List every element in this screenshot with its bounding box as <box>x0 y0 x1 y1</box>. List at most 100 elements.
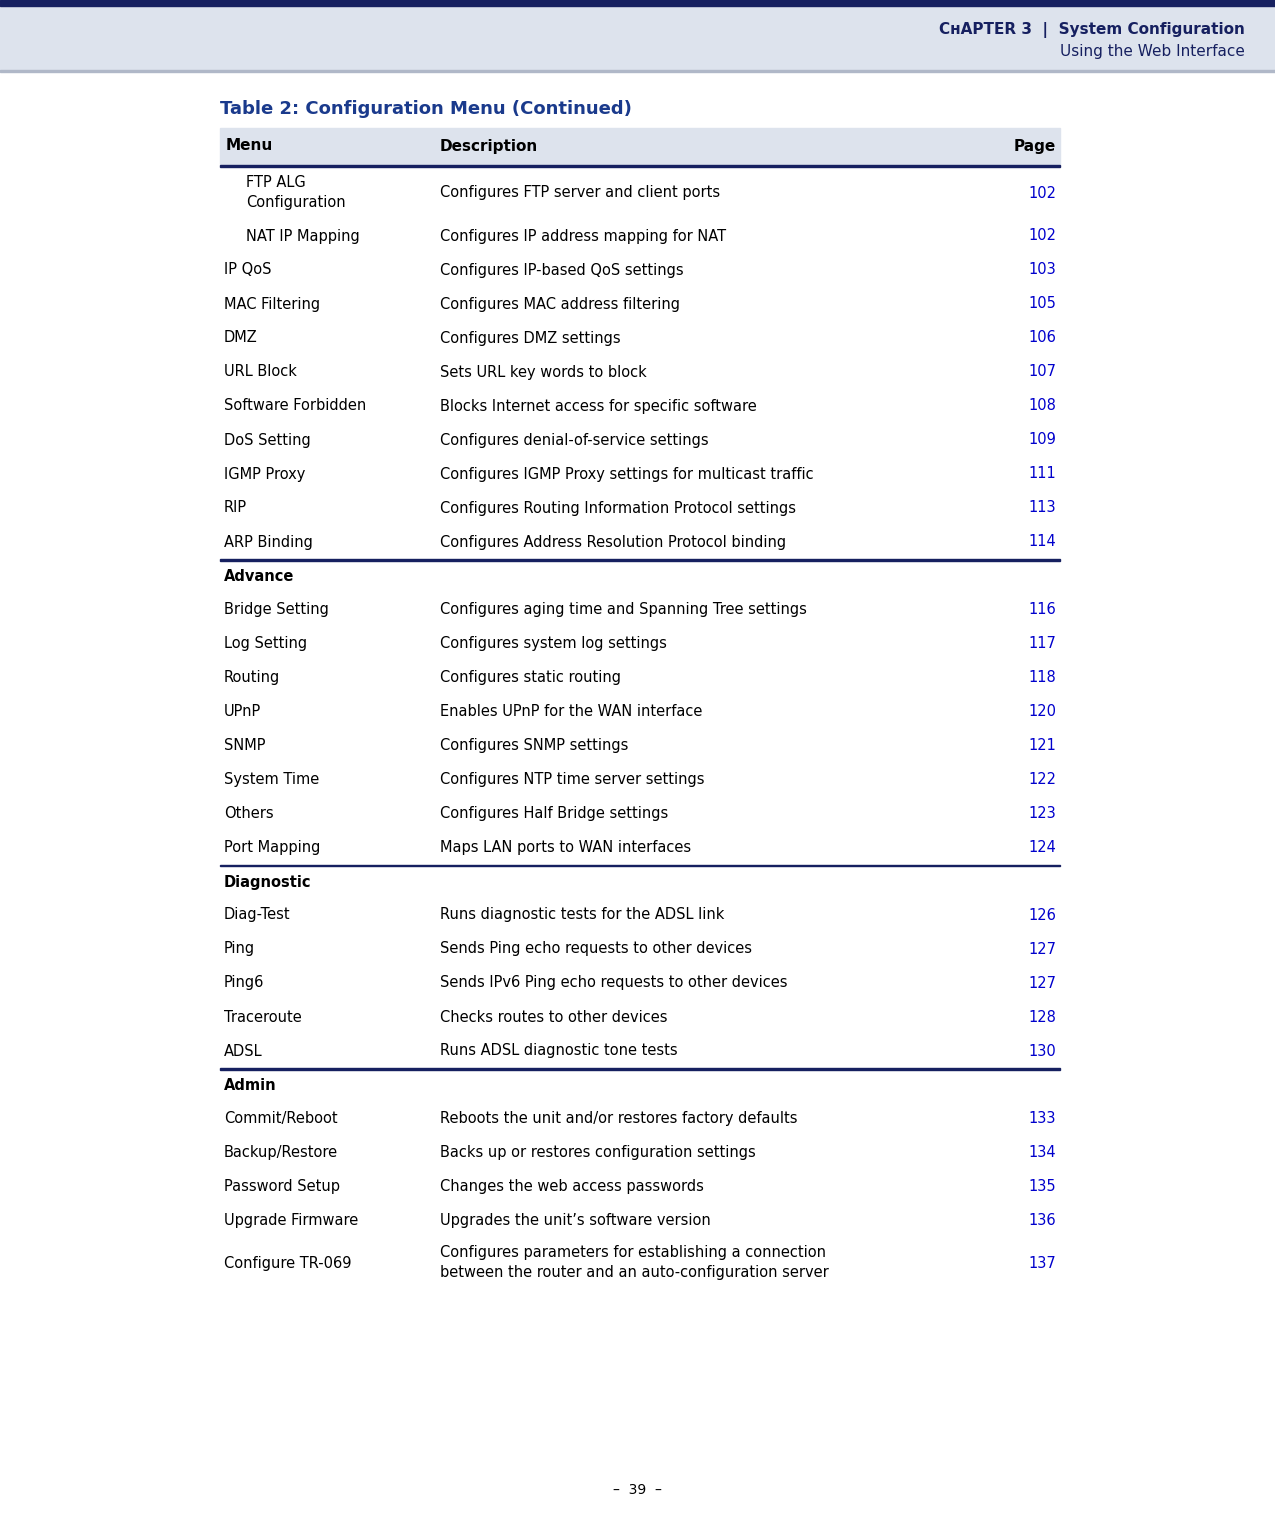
Text: 123: 123 <box>1028 806 1056 821</box>
Text: Others: Others <box>224 806 274 821</box>
Text: 117: 117 <box>1028 636 1056 651</box>
Text: Sends IPv6 Ping echo requests to other devices: Sends IPv6 Ping echo requests to other d… <box>440 976 788 991</box>
Text: Configures NTP time server settings: Configures NTP time server settings <box>440 772 705 787</box>
Text: Page: Page <box>1014 138 1056 153</box>
Text: Configures Address Resolution Protocol binding: Configures Address Resolution Protocol b… <box>440 535 787 550</box>
Text: Description: Description <box>440 138 538 153</box>
Text: 137: 137 <box>1028 1256 1056 1272</box>
Text: 127: 127 <box>1028 976 1056 991</box>
Text: Backs up or restores configuration settings: Backs up or restores configuration setti… <box>440 1144 756 1160</box>
Text: Diagnostic: Diagnostic <box>224 875 311 890</box>
Text: DoS Setting: DoS Setting <box>224 432 311 447</box>
Text: 124: 124 <box>1028 840 1056 855</box>
Text: Ping6: Ping6 <box>224 976 264 991</box>
Text: Software Forbidden: Software Forbidden <box>224 398 366 414</box>
Text: 133: 133 <box>1029 1111 1056 1126</box>
Text: 128: 128 <box>1028 1010 1056 1025</box>
Text: Configures system log settings: Configures system log settings <box>440 636 667 651</box>
Text: Table 2: Configuration Menu (Continued): Table 2: Configuration Menu (Continued) <box>221 100 632 118</box>
Text: 109: 109 <box>1028 432 1056 447</box>
Text: 130: 130 <box>1028 1043 1056 1059</box>
Text: 126: 126 <box>1028 907 1056 922</box>
Text: Admin: Admin <box>224 1079 277 1092</box>
Text: NAT IP Mapping: NAT IP Mapping <box>246 228 360 244</box>
Text: 103: 103 <box>1028 262 1056 277</box>
Text: Configures IGMP Proxy settings for multicast traffic: Configures IGMP Proxy settings for multi… <box>440 467 813 481</box>
Text: Sends Ping echo requests to other devices: Sends Ping echo requests to other device… <box>440 942 752 956</box>
Text: Runs ADSL diagnostic tone tests: Runs ADSL diagnostic tone tests <box>440 1043 677 1059</box>
Text: IGMP Proxy: IGMP Proxy <box>224 467 306 481</box>
Text: Bridge Setting: Bridge Setting <box>224 602 329 617</box>
Text: 111: 111 <box>1028 467 1056 481</box>
Text: FTP ALG
Configuration: FTP ALG Configuration <box>246 175 346 210</box>
Text: Configures parameters for establishing a connection
between the router and an au: Configures parameters for establishing a… <box>440 1246 829 1281</box>
Text: 127: 127 <box>1028 942 1056 956</box>
Text: MAC Filtering: MAC Filtering <box>224 297 320 311</box>
Text: Log Setting: Log Setting <box>224 636 307 651</box>
Text: Commit/Reboot: Commit/Reboot <box>224 1111 338 1126</box>
Text: Checks routes to other devices: Checks routes to other devices <box>440 1010 668 1025</box>
Text: Reboots the unit and/or restores factory defaults: Reboots the unit and/or restores factory… <box>440 1111 797 1126</box>
Text: 120: 120 <box>1028 705 1056 719</box>
Text: Backup/Restore: Backup/Restore <box>224 1144 338 1160</box>
Text: 108: 108 <box>1028 398 1056 414</box>
Text: 135: 135 <box>1029 1180 1056 1193</box>
Text: Password Setup: Password Setup <box>224 1180 340 1193</box>
Text: URL Block: URL Block <box>224 365 297 380</box>
Text: Configures FTP server and client ports: Configures FTP server and client ports <box>440 185 720 201</box>
Bar <box>221 165 1060 167</box>
Text: Configures aging time and Spanning Tree settings: Configures aging time and Spanning Tree … <box>440 602 807 617</box>
Text: 118: 118 <box>1028 669 1056 685</box>
Text: 136: 136 <box>1029 1213 1056 1229</box>
Text: Configures denial-of-service settings: Configures denial-of-service settings <box>440 432 709 447</box>
Bar <box>0 0 1275 70</box>
Text: ARP Binding: ARP Binding <box>224 535 312 550</box>
Text: 106: 106 <box>1028 331 1056 346</box>
Text: 113: 113 <box>1029 501 1056 515</box>
Text: System Time: System Time <box>224 772 319 787</box>
Text: UPnP: UPnP <box>224 705 261 719</box>
Text: Runs diagnostic tests for the ADSL link: Runs diagnostic tests for the ADSL link <box>440 907 724 922</box>
Text: Configures IP address mapping for NAT: Configures IP address mapping for NAT <box>440 228 727 244</box>
Text: Configures DMZ settings: Configures DMZ settings <box>440 331 621 346</box>
Text: Using the Web Interface: Using the Web Interface <box>1060 44 1244 60</box>
Text: 107: 107 <box>1028 365 1056 380</box>
Text: 102: 102 <box>1028 185 1056 201</box>
Text: Advance: Advance <box>224 568 295 584</box>
Text: IP QoS: IP QoS <box>224 262 272 277</box>
Text: Configures IP-based QoS settings: Configures IP-based QoS settings <box>440 262 683 277</box>
Bar <box>0 0 1275 6</box>
Text: Changes the web access passwords: Changes the web access passwords <box>440 1180 704 1193</box>
Text: Configures static routing: Configures static routing <box>440 669 621 685</box>
Text: Maps LAN ports to WAN interfaces: Maps LAN ports to WAN interfaces <box>440 840 691 855</box>
Text: 105: 105 <box>1028 297 1056 311</box>
Text: Configures Half Bridge settings: Configures Half Bridge settings <box>440 806 668 821</box>
Text: Menu: Menu <box>226 138 273 153</box>
Text: Sets URL key words to block: Sets URL key words to block <box>440 365 646 380</box>
Text: Configures MAC address filtering: Configures MAC address filtering <box>440 297 680 311</box>
Text: Routing: Routing <box>224 669 280 685</box>
Text: Upgrades the unit’s software version: Upgrades the unit’s software version <box>440 1213 710 1229</box>
Text: 102: 102 <box>1028 228 1056 244</box>
Text: Upgrade Firmware: Upgrade Firmware <box>224 1213 358 1229</box>
Text: ADSL: ADSL <box>224 1043 263 1059</box>
Text: SNMP: SNMP <box>224 738 265 754</box>
Text: Port Mapping: Port Mapping <box>224 840 320 855</box>
Text: Configures SNMP settings: Configures SNMP settings <box>440 738 629 754</box>
Text: 134: 134 <box>1029 1144 1056 1160</box>
Bar <box>221 129 1060 164</box>
Text: –  39  –: – 39 – <box>612 1483 662 1497</box>
Text: Blocks Internet access for specific software: Blocks Internet access for specific soft… <box>440 398 757 414</box>
Text: RIP: RIP <box>224 501 247 515</box>
Text: 122: 122 <box>1028 772 1056 787</box>
Text: Configures Routing Information Protocol settings: Configures Routing Information Protocol … <box>440 501 796 515</box>
Text: Diag-Test: Diag-Test <box>224 907 291 922</box>
Text: Traceroute: Traceroute <box>224 1010 302 1025</box>
Text: DMZ: DMZ <box>224 331 258 346</box>
Text: 121: 121 <box>1028 738 1056 754</box>
Text: 114: 114 <box>1028 535 1056 550</box>
Text: Configure TR-069: Configure TR-069 <box>224 1256 352 1272</box>
Text: CʜAPTER 3  |  System Configuration: CʜAPTER 3 | System Configuration <box>940 21 1244 38</box>
Text: Enables UPnP for the WAN interface: Enables UPnP for the WAN interface <box>440 705 703 719</box>
Text: 116: 116 <box>1028 602 1056 617</box>
